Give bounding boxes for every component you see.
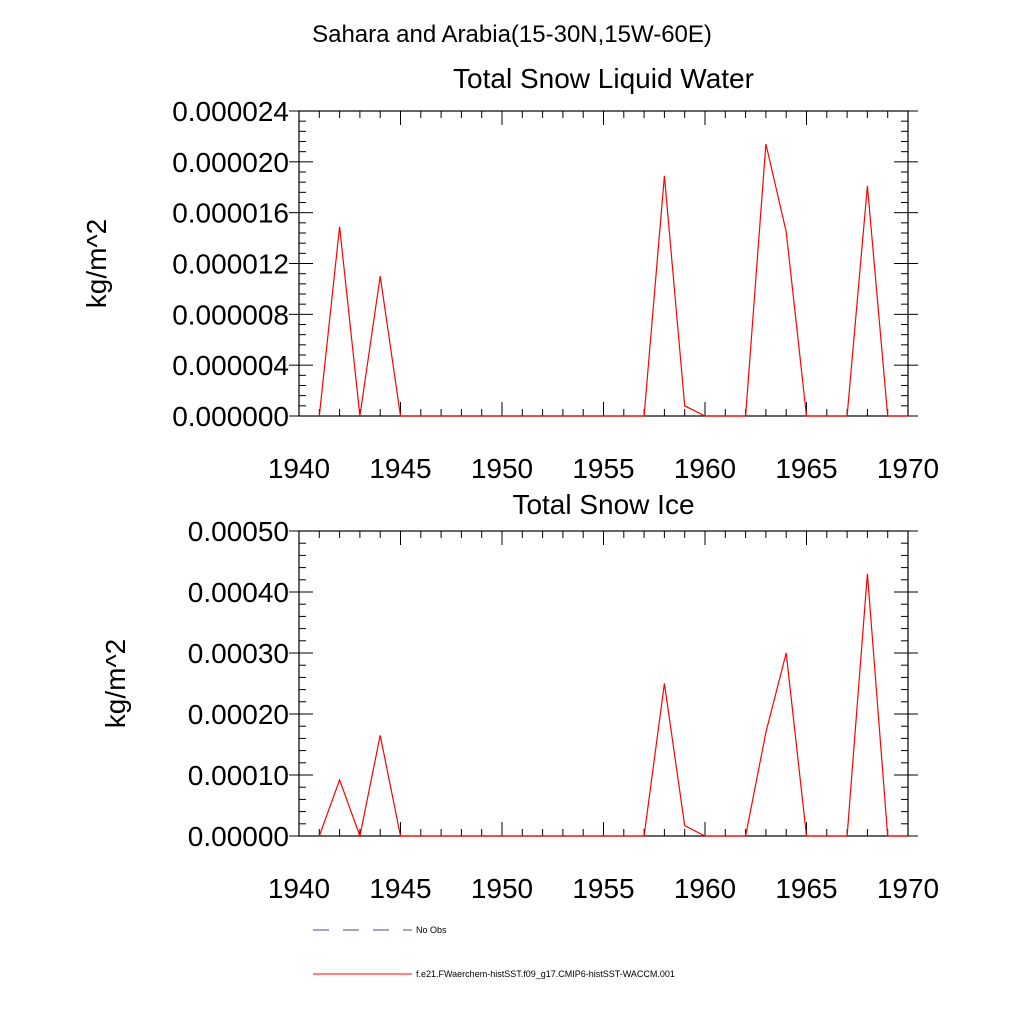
legend-item: f.e21.FWaerchem-histSST.f09_g17.CMIP6-hi…	[313, 969, 675, 979]
legend-label: No Obs	[416, 925, 447, 935]
x-ticks	[298, 111, 909, 416]
y-tick-label: 0.000004	[172, 350, 289, 381]
y-ticks	[289, 110, 918, 417]
x-tick-label: 1950	[471, 453, 533, 484]
y-tick-label: 0.00040	[188, 577, 289, 608]
x-tick-label: 1970	[877, 873, 939, 904]
chart-panel-2: Total Snow Ice kg/m^2 1940 1945 1950 1955 1960…	[100, 489, 939, 904]
y-ticks	[289, 530, 918, 837]
chart-title: Total Snow Ice	[512, 489, 694, 520]
x-tick-label: 1950	[471, 873, 533, 904]
series-line-1	[318, 143, 908, 417]
y-tick-label: 0.000000	[172, 401, 289, 432]
y-tick-label: 0.00030	[188, 638, 289, 669]
x-tick-label: 1955	[572, 453, 634, 484]
x-tick-label: 1965	[775, 873, 837, 904]
legend: No Obs f.e21.FWaerchem-histSST.f09_g17.CM…	[313, 925, 675, 979]
y-axis-label: kg/m^2	[81, 219, 112, 308]
chart-panel-1: Total Snow Liquid Water kg/m^2 1940 1945 195…	[81, 63, 939, 484]
plot-frame	[298, 110, 909, 417]
plots: Total Snow Liquid Water kg/m^2 1940 1945 195…	[81, 63, 939, 904]
y-tick-label: 0.000020	[172, 147, 289, 178]
y-tick-label: 0.00000	[188, 821, 289, 852]
legend-label: f.e21.FWaerchem-histSST.f09_g17.CMIP6-hi…	[416, 969, 675, 979]
x-tick-label: 1945	[369, 873, 431, 904]
x-tick-label: 1970	[877, 453, 939, 484]
y-tick-label: 0.00050	[188, 516, 289, 547]
y-tick-label: 0.00010	[188, 760, 289, 791]
x-tick-label: 1940	[268, 453, 330, 484]
x-ticks	[298, 531, 909, 836]
x-tick-label: 1955	[572, 873, 634, 904]
page-title: Sahara and Arabia(15-30N,15W-60E)	[312, 21, 712, 48]
y-axis-label: kg/m^2	[100, 639, 131, 728]
x-tick-label: 1960	[674, 453, 736, 484]
legend-item: No Obs	[313, 925, 447, 935]
x-tick-label: 1945	[369, 453, 431, 484]
y-tick-label: 0.00020	[188, 699, 289, 730]
x-tick-label: 1940	[268, 873, 330, 904]
y-tick-label: 0.000008	[172, 299, 289, 330]
x-tick-label: 1965	[775, 453, 837, 484]
series-line-1	[318, 573, 908, 839]
y-tick-label: 0.000016	[172, 198, 289, 229]
x-tick-label: 1960	[674, 873, 736, 904]
y-tick-label: 0.000024	[172, 96, 289, 127]
chart-title: Total Snow Liquid Water	[453, 63, 754, 94]
plot-frame	[298, 530, 909, 837]
y-tick-label: 0.000012	[172, 249, 289, 280]
